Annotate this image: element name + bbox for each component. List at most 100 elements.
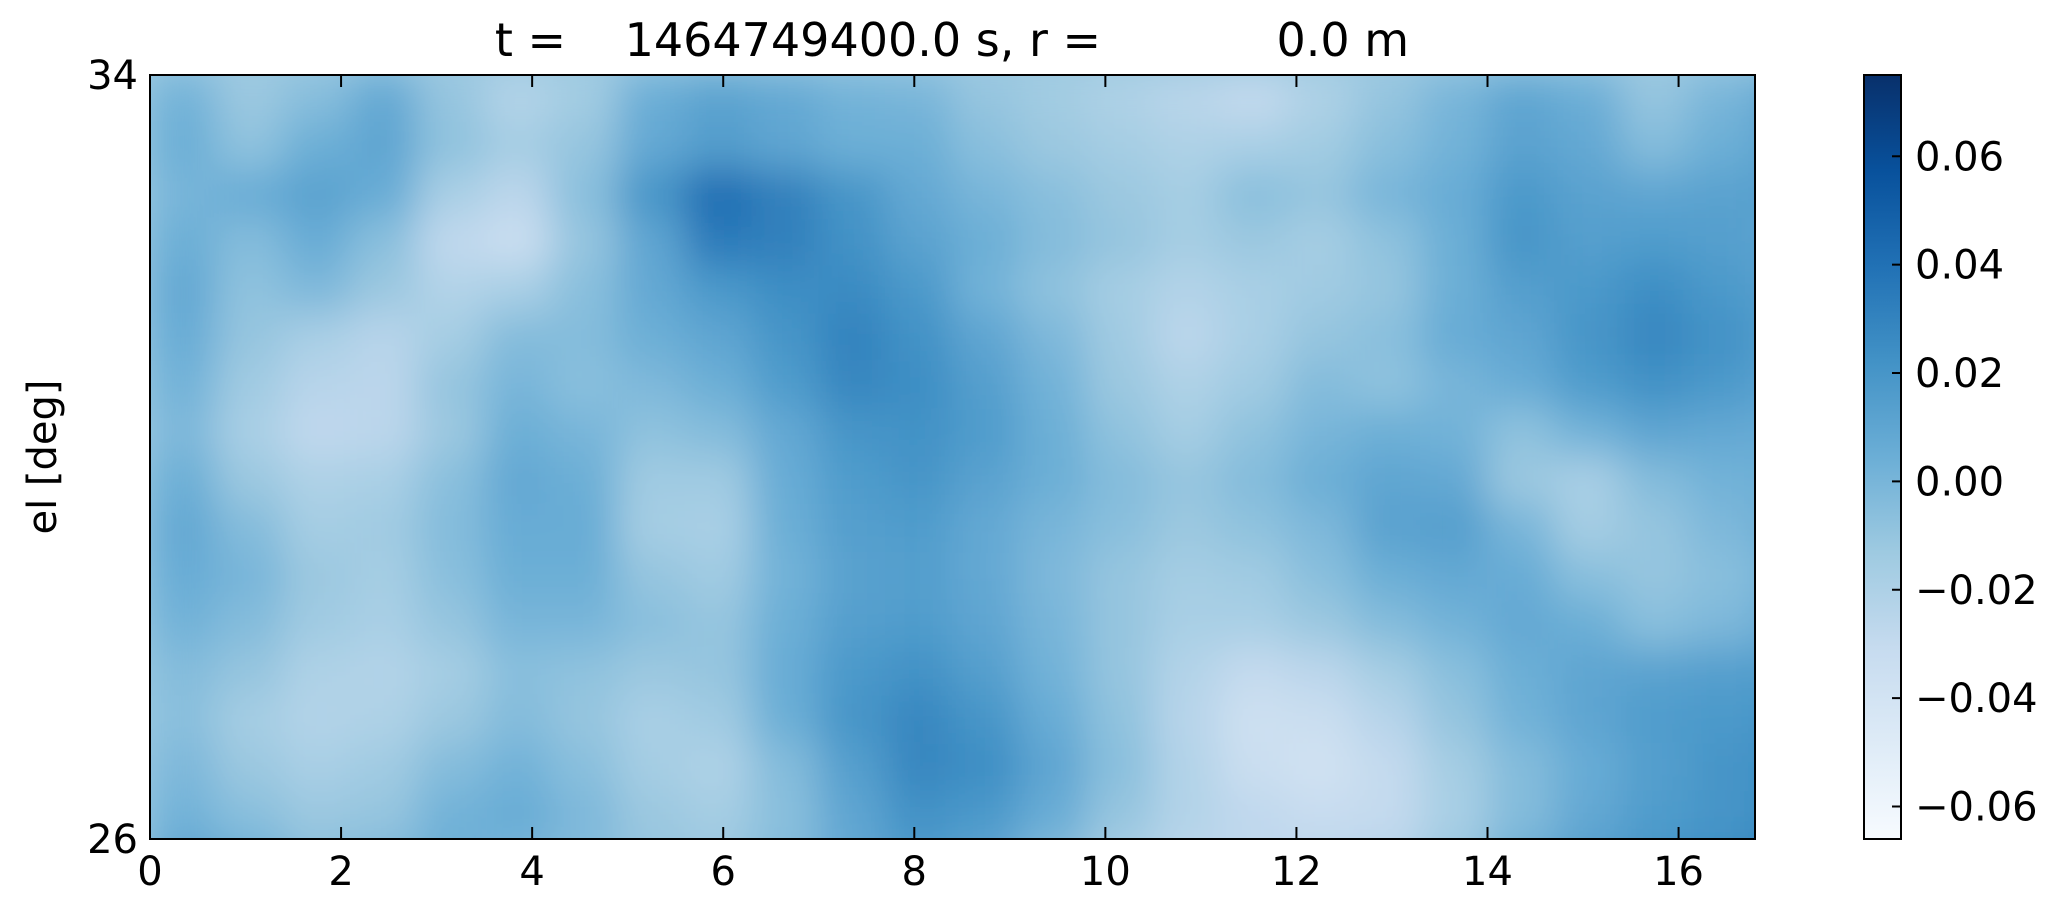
heatmap-cell [1687, 122, 1755, 171]
heatmap-cell [1353, 695, 1422, 744]
heatmap-cell [483, 313, 552, 362]
heatmap-cell [818, 217, 887, 267]
heatmap-cell [952, 695, 1020, 744]
heatmap-cell [1620, 743, 1689, 792]
heatmap-cell [1487, 313, 1555, 362]
heatmap-cell [550, 408, 619, 458]
heatmap-cell [417, 552, 485, 601]
heatmap-cell [1620, 647, 1689, 697]
heatmap-cell [1553, 504, 1622, 553]
heatmap-cell [1420, 552, 1488, 601]
heatmap-cell [617, 75, 686, 124]
heatmap-cell [417, 790, 485, 839]
heatmap-cell [417, 170, 485, 219]
heatmap-cell [1219, 265, 1288, 315]
heatmap-cell [1085, 695, 1154, 744]
heatmap-cell [818, 408, 887, 458]
heatmap-cell [216, 75, 285, 124]
heatmap-cell [1219, 599, 1288, 649]
heatmap-cell [1286, 122, 1355, 171]
heatmap-cell [617, 122, 686, 171]
heatmap-cell [283, 313, 352, 362]
heatmap-cell [1487, 647, 1555, 697]
heatmap-cell [1420, 504, 1488, 553]
heatmap-cell [350, 265, 418, 315]
heatmap-cell [1687, 265, 1755, 315]
heatmap-cell [751, 313, 820, 362]
heatmap-cell [751, 170, 820, 219]
heatmap-cell [1286, 170, 1355, 219]
heatmap-cell [1085, 313, 1154, 362]
heatmap-cell [350, 695, 418, 744]
heatmap-cell [550, 647, 619, 697]
heatmap-cell [550, 265, 619, 315]
heatmap-cell [1487, 408, 1555, 458]
heatmap-cell [1754, 743, 1755, 792]
heatmap-cell [350, 217, 418, 267]
heatmap-cell [1687, 361, 1755, 410]
heatmap-cell [216, 265, 285, 315]
heatmap-cell [550, 599, 619, 649]
heatmap-cell [751, 838, 820, 839]
heatmap-cell [952, 647, 1020, 697]
heatmap-cell [216, 361, 285, 410]
y-axis: 26 34 [87, 53, 1755, 863]
heatmap-cell [417, 217, 485, 267]
heatmap-cell [1286, 552, 1355, 601]
x-tick-label: 10 [1080, 849, 1131, 895]
heatmap-cell [684, 504, 753, 553]
heatmap-cell [283, 552, 352, 601]
heatmap-cell [1219, 313, 1288, 362]
heatmap-cell [1219, 743, 1288, 792]
heatmap-cell [1487, 75, 1555, 124]
colorbar-tick-label: 0.04 [1915, 243, 2004, 289]
heatmap-cell [818, 647, 887, 697]
heatmap-cell [1353, 313, 1422, 362]
heatmap-cell [1286, 456, 1355, 506]
heatmap-cell [417, 647, 485, 697]
heatmap-cell [417, 695, 485, 744]
heatmap-cell [1219, 170, 1288, 219]
heatmap-cell [885, 647, 953, 697]
heatmap-cell [1553, 790, 1622, 839]
heatmap-cell [1687, 408, 1755, 458]
heatmap-cell [283, 743, 352, 792]
heatmap-cell [283, 122, 352, 171]
heatmap-cell [1553, 361, 1622, 410]
heatmap-cell [1553, 456, 1622, 506]
heatmap-cell [885, 504, 953, 553]
heatmap-cell [150, 122, 218, 171]
heatmap-cell [350, 504, 418, 553]
colorbar-tick-label: −0.06 [1915, 784, 2038, 830]
heatmap-cell [483, 599, 552, 649]
heatmap-cell [1420, 122, 1488, 171]
heatmap-cell [617, 456, 686, 506]
heatmap-cell [1553, 743, 1622, 792]
heatmap-cell [1353, 217, 1422, 267]
heatmap-cell [483, 265, 552, 315]
heatmap-cell [1754, 361, 1755, 410]
heatmap-cell [684, 695, 753, 744]
heatmap-cell [617, 504, 686, 553]
heatmap-cell [885, 408, 953, 458]
heatmap-cell [417, 838, 485, 839]
heatmap-cell [1152, 790, 1221, 839]
heatmap-cell [952, 265, 1020, 315]
heatmap-cell [550, 170, 619, 219]
heatmap-cell [617, 790, 686, 839]
heatmap-cell [1018, 552, 1087, 601]
heatmap-cell [1553, 647, 1622, 697]
heatmap-cell [1286, 504, 1355, 553]
heatmap-cell [417, 504, 485, 553]
heatmap-cell [417, 743, 485, 792]
heatmap-cell [952, 408, 1020, 458]
heatmap-cell [952, 122, 1020, 171]
x-tick-label: 2 [328, 849, 353, 895]
heatmap-cell [483, 75, 552, 124]
heatmap-cell [1754, 313, 1755, 362]
heatmap-cell [550, 217, 619, 267]
heatmap-cell [617, 170, 686, 219]
heatmap-cell [1018, 647, 1087, 697]
heatmap-cell [150, 75, 218, 124]
heatmap-cell [283, 75, 352, 124]
